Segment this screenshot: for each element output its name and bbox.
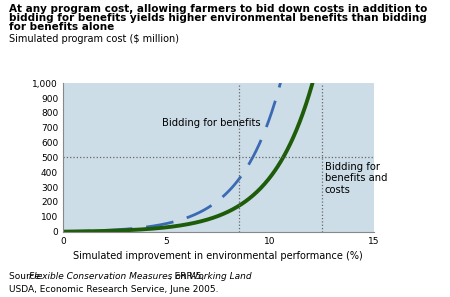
Text: for benefits alone: for benefits alone xyxy=(9,22,114,32)
Text: Flexible Conservation Measures on Working Land: Flexible Conservation Measures on Workin… xyxy=(29,272,252,281)
Text: Source:: Source: xyxy=(9,272,46,281)
Text: Bidding for
benefits and
costs: Bidding for benefits and costs xyxy=(325,162,387,195)
Text: , ERR-5,: , ERR-5, xyxy=(169,272,204,281)
Text: USDA, Economic Research Service, June 2005.: USDA, Economic Research Service, June 20… xyxy=(9,285,219,294)
Text: At any program cost, allowing farmers to bid down costs in addition to: At any program cost, allowing farmers to… xyxy=(9,4,428,15)
Text: Simulated program cost ($ million): Simulated program cost ($ million) xyxy=(9,34,179,44)
Text: Bidding for benefits: Bidding for benefits xyxy=(162,118,261,128)
X-axis label: Simulated improvement in environmental performance (%): Simulated improvement in environmental p… xyxy=(73,251,363,261)
Text: bidding for benefits yields higher environmental benefits than bidding: bidding for benefits yields higher envir… xyxy=(9,13,427,23)
